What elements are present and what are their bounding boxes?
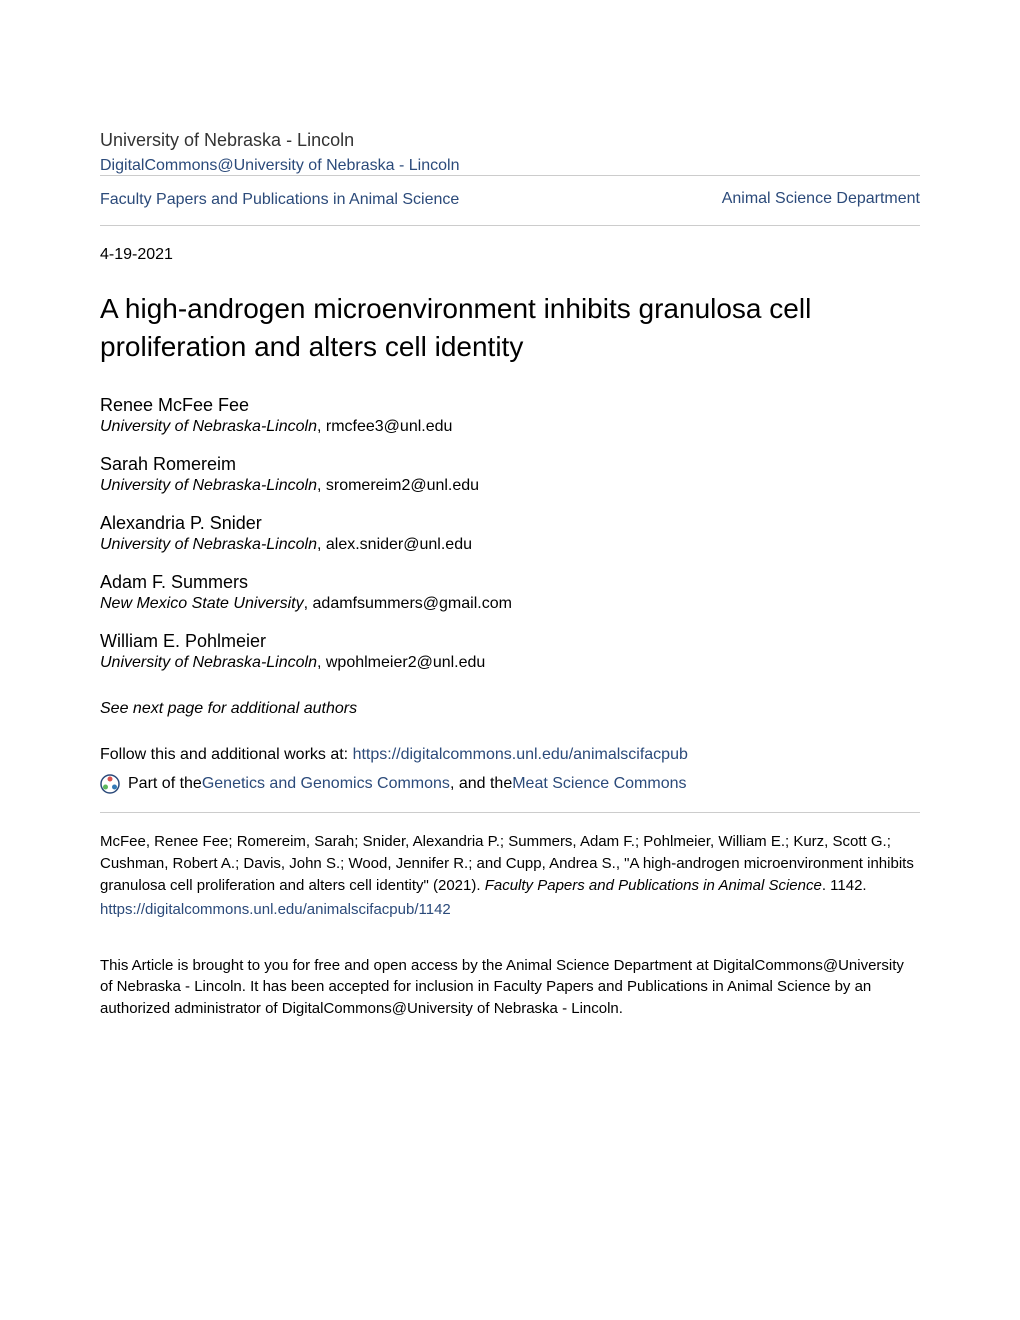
author-name: Renee McFee Fee <box>100 395 920 416</box>
author-affiliation: University of Nebraska-Lincoln, alex.sni… <box>100 536 920 554</box>
author-name: William E. Pohlmeier <box>100 631 920 652</box>
header-links-row: Faculty Papers and Publications in Anima… <box>100 176 920 225</box>
header-divider-bottom <box>100 225 920 226</box>
author-affiliation: New Mexico State University, adamfsummer… <box>100 595 920 613</box>
author-affiliation-text: University of Nebraska-Lincoln <box>100 477 317 494</box>
part-of-middle: , and the <box>450 775 512 793</box>
citation-series: Faculty Papers and Publications in Anima… <box>485 877 822 894</box>
author-email: sromereim2@unl.edu <box>326 477 479 494</box>
commons-link-1[interactable]: Genetics and Genomics Commons <box>202 775 450 793</box>
part-of-row: Part of the Genetics and Genomics Common… <box>100 774 920 794</box>
author-block-1: Sarah Romereim University of Nebraska-Li… <box>100 454 920 495</box>
author-block-0: Renee McFee Fee University of Nebraska-L… <box>100 395 920 436</box>
author-email: wpohlmeier2@unl.edu <box>326 654 485 671</box>
see-next-page-text: See next page for additional authors <box>100 700 920 718</box>
institution-name: University of Nebraska - Lincoln <box>100 130 920 151</box>
author-email-sep: , <box>317 477 326 494</box>
article-title: A high-androgen microenvironment inhibit… <box>100 290 920 366</box>
author-block-3: Adam F. Summers New Mexico State Univers… <box>100 572 920 613</box>
author-name: Alexandria P. Snider <box>100 513 920 534</box>
author-affiliation: University of Nebraska-Lincoln, rmcfee3@… <box>100 418 920 436</box>
author-email-sep: , <box>317 418 326 435</box>
disclaimer-text: This Article is brought to you for free … <box>100 955 920 1020</box>
author-affiliation: University of Nebraska-Lincoln, sromerei… <box>100 477 920 495</box>
author-email: alex.snider@unl.edu <box>326 536 472 553</box>
citation-divider <box>100 812 920 813</box>
author-email: adamfsummers@gmail.com <box>313 595 512 612</box>
author-block-2: Alexandria P. Snider University of Nebra… <box>100 513 920 554</box>
citation-block: McFee, Renee Fee; Romereim, Sarah; Snide… <box>100 831 920 896</box>
part-of-prefix: Part of the <box>128 775 202 793</box>
author-block-4: William E. Pohlmeier University of Nebra… <box>100 631 920 672</box>
collection-link[interactable]: Faculty Papers and Publications in Anima… <box>100 190 459 211</box>
follow-url-link[interactable]: https://digitalcommons.unl.edu/animalsci… <box>353 746 688 763</box>
author-email: rmcfee3@unl.edu <box>326 418 453 435</box>
follow-row: Follow this and additional works at: htt… <box>100 746 920 764</box>
author-affiliation-text: University of Nebraska-Lincoln <box>100 418 317 435</box>
citation-number: . 1142. <box>822 877 867 894</box>
author-email-sep: , <box>317 536 326 553</box>
author-affiliation: University of Nebraska-Lincoln, wpohlmei… <box>100 654 920 672</box>
author-affiliation-text: University of Nebraska-Lincoln <box>100 536 317 553</box>
author-name: Adam F. Summers <box>100 572 920 593</box>
author-email-sep: , <box>304 595 313 612</box>
commons-link-2[interactable]: Meat Science Commons <box>512 775 686 793</box>
publication-date: 4-19-2021 <box>100 246 920 264</box>
follow-prefix: Follow this and additional works at: <box>100 746 353 763</box>
citation-url-link[interactable]: https://digitalcommons.unl.edu/animalsci… <box>100 901 451 918</box>
repository-title-link[interactable]: DigitalCommons@University of Nebraska - … <box>100 157 459 174</box>
department-link[interactable]: Animal Science Department <box>722 190 920 208</box>
author-name: Sarah Romereim <box>100 454 920 475</box>
network-icon <box>100 774 120 794</box>
author-affiliation-text: University of Nebraska-Lincoln <box>100 654 317 671</box>
author-email-sep: , <box>317 654 326 671</box>
author-affiliation-text: New Mexico State University <box>100 595 304 612</box>
